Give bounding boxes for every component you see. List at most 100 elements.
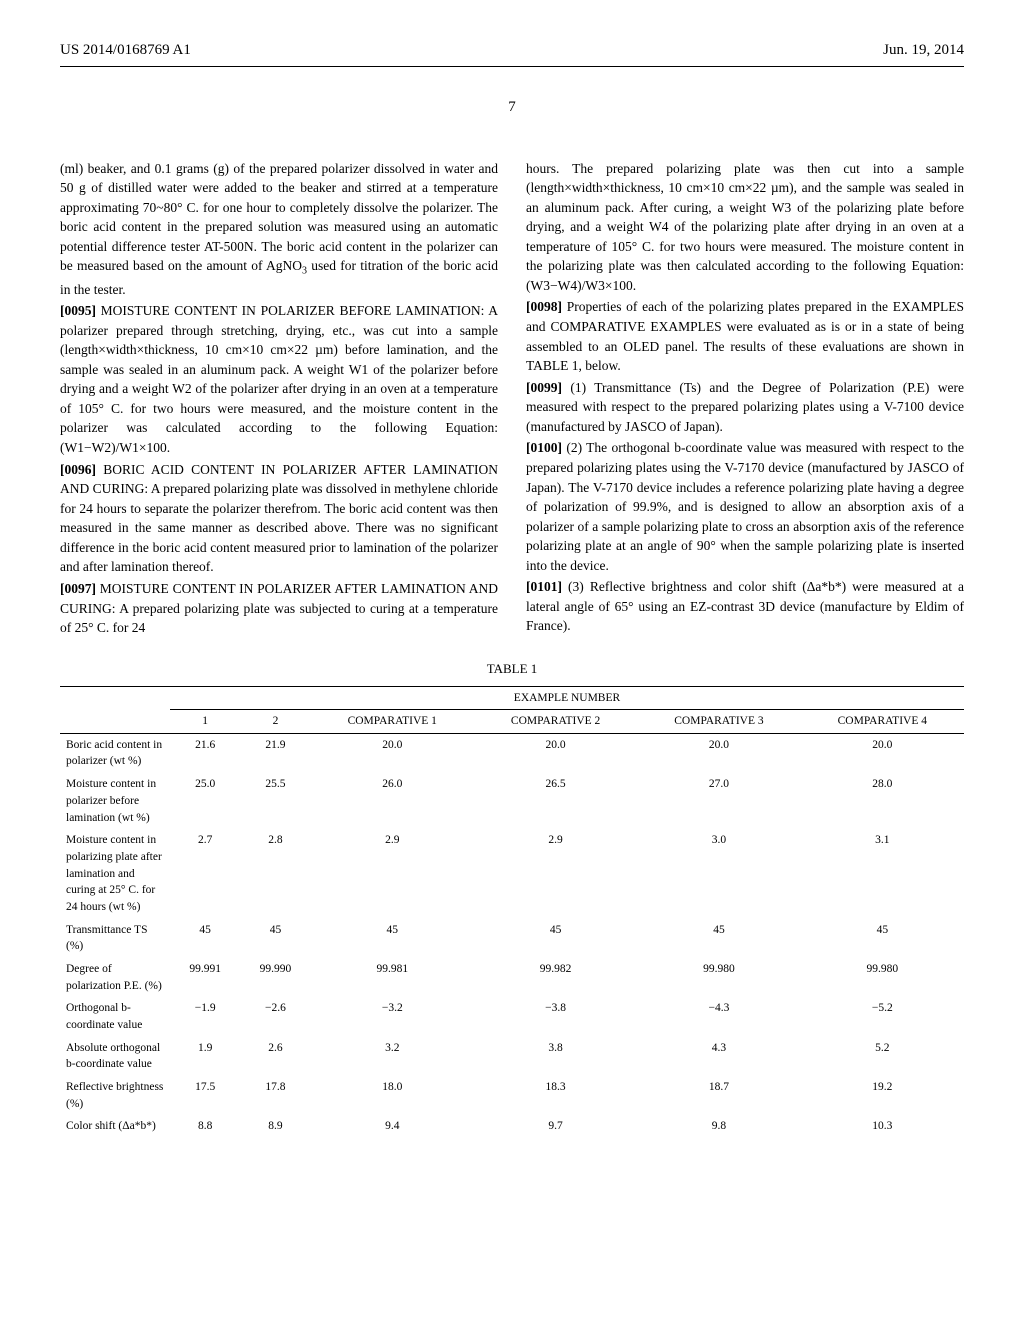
table-cell: −5.2 — [801, 997, 964, 1036]
table-cell: −1.9 — [170, 997, 240, 1036]
table-cell: −4.3 — [637, 997, 800, 1036]
table-cell: 3.8 — [474, 1037, 637, 1076]
paragraph-text: MOISTURE CONTENT IN POLARIZER BEFORE LAM… — [60, 303, 498, 455]
table-cell: 18.7 — [637, 1076, 800, 1115]
paragraph-number: [0099] — [526, 380, 562, 395]
table-row: Moisture content in polarizing plate aft… — [60, 829, 964, 918]
table-cell: 45 — [170, 919, 240, 958]
table-cell: 45 — [801, 919, 964, 958]
table-cell: 17.5 — [170, 1076, 240, 1115]
paragraph-number: [0100] — [526, 440, 562, 455]
table-cell: 1.9 — [170, 1037, 240, 1076]
table-cell: 2.6 — [240, 1037, 310, 1076]
table-cell: 99.980 — [637, 958, 800, 997]
table-cell: 45 — [240, 919, 310, 958]
paragraph-text: Properties of each of the polarizing pla… — [526, 299, 964, 373]
table-cell: 99.981 — [311, 958, 474, 997]
page-header: US 2014/0168769 A1 Jun. 19, 2014 — [60, 40, 964, 67]
paragraph-number: [0095] — [60, 303, 96, 318]
publication-number: US 2014/0168769 A1 — [60, 40, 191, 62]
row-label: Degree of polarization P.E. (%) — [60, 958, 170, 997]
paragraph: [0099] (1) Transmittance (Ts) and the De… — [526, 378, 964, 437]
table-cell: 21.9 — [240, 733, 310, 773]
table-cell: 5.2 — [801, 1037, 964, 1076]
table-cell: 99.990 — [240, 958, 310, 997]
row-label: Orthogonal b-coordinate value — [60, 997, 170, 1036]
table-cell: 26.0 — [311, 773, 474, 829]
paragraph: [0095] MOISTURE CONTENT IN POLARIZER BEF… — [60, 301, 498, 458]
right-column: hours. The prepared polarizing plate was… — [526, 159, 964, 640]
col-header: COMPARATIVE 2 — [474, 710, 637, 734]
table-cell: −3.8 — [474, 997, 637, 1036]
table-caption: TABLE 1 — [60, 660, 964, 679]
paragraph-text: hours. The prepared polarizing plate was… — [526, 161, 964, 293]
table-cell: 45 — [311, 919, 474, 958]
table-row: Color shift (Δa*b*)8.88.99.49.79.810.3 — [60, 1115, 964, 1138]
col-header: 2 — [240, 710, 310, 734]
table-cell: 9.7 — [474, 1115, 637, 1138]
table-cell: 4.3 — [637, 1037, 800, 1076]
row-label: Absolute orthogonal b-coordinate value — [60, 1037, 170, 1076]
body-columns: (ml) beaker, and 0.1 grams (g) of the pr… — [60, 159, 964, 640]
table-row: Orthogonal b-coordinate value−1.9−2.6 −3.… — [60, 997, 964, 1036]
table-cell: 10.3 — [801, 1115, 964, 1138]
row-label: Reflective brightness (%) — [60, 1076, 170, 1115]
table-row: Boric acid content in polarizer (wt %)21… — [60, 733, 964, 773]
table-cell: 2.9 — [311, 829, 474, 918]
table-cell: 2.8 — [240, 829, 310, 918]
table-cell: 99.980 — [801, 958, 964, 997]
paragraph-text: BORIC ACID CONTENT IN POLARIZER AFTER LA… — [60, 462, 498, 575]
paragraph-number: [0098] — [526, 299, 562, 314]
paragraph-text: (3) Reflective brightness and color shif… — [526, 579, 964, 633]
paragraph-number: [0101] — [526, 579, 562, 594]
col-header: COMPARATIVE 1 — [311, 710, 474, 734]
table-row: Transmittance TS (%)454545454545 — [60, 919, 964, 958]
table-cell: −2.6 — [240, 997, 310, 1036]
table-cell: 99.991 — [170, 958, 240, 997]
row-label: Moisture content in polarizing plate aft… — [60, 829, 170, 918]
table-cell: 27.0 — [637, 773, 800, 829]
table-cell: 9.8 — [637, 1115, 800, 1138]
left-column: (ml) beaker, and 0.1 grams (g) of the pr… — [60, 159, 498, 640]
table-header-row: 1 2 COMPARATIVE 1 COMPARATIVE 2 COMPARAT… — [60, 710, 964, 734]
row-label: Transmittance TS (%) — [60, 919, 170, 958]
table-cell: 45 — [637, 919, 800, 958]
table-cell: 45 — [474, 919, 637, 958]
row-label: Color shift (Δa*b*) — [60, 1115, 170, 1138]
paragraph-text: (ml) beaker, and 0.1 grams (g) of the pr… — [60, 161, 498, 274]
row-label: Boric acid content in polarizer (wt %) — [60, 733, 170, 773]
table-cell: 8.9 — [240, 1115, 310, 1138]
paragraph-number: [0096] — [60, 462, 96, 477]
table-cell: 20.0 — [474, 733, 637, 773]
table-spanner-row: EXAMPLE NUMBER — [60, 687, 964, 710]
paragraph: hours. The prepared polarizing plate was… — [526, 159, 964, 296]
table-cell: 21.6 — [170, 733, 240, 773]
table-cell: 20.0 — [801, 733, 964, 773]
paragraph: [0096] BORIC ACID CONTENT IN POLARIZER A… — [60, 460, 498, 577]
table-cell: 20.0 — [637, 733, 800, 773]
table-cell: 17.8 — [240, 1076, 310, 1115]
paragraph: [0097] MOISTURE CONTENT IN POLARIZER AFT… — [60, 579, 498, 638]
paragraph: [0100] (2) The orthogonal b-coordinate v… — [526, 438, 964, 575]
table-cell: 18.0 — [311, 1076, 474, 1115]
table-cell: 26.5 — [474, 773, 637, 829]
paragraph: [0101] (3) Reflective brightness and col… — [526, 577, 964, 636]
paragraph: (ml) beaker, and 0.1 grams (g) of the pr… — [60, 159, 498, 300]
table-cell: 99.982 — [474, 958, 637, 997]
table-cell: 3.2 — [311, 1037, 474, 1076]
table-cell: 25.0 — [170, 773, 240, 829]
table-cell: 20.0 — [311, 733, 474, 773]
table-cell: 18.3 — [474, 1076, 637, 1115]
table-cell: 3.0 — [637, 829, 800, 918]
table-cell: 8.8 — [170, 1115, 240, 1138]
col-header: COMPARATIVE 4 — [801, 710, 964, 734]
row-label: Moisture content in polarizer before lam… — [60, 773, 170, 829]
table-cell: 19.2 — [801, 1076, 964, 1115]
table-cell: 9.4 — [311, 1115, 474, 1138]
table-cell: 3.1 — [801, 829, 964, 918]
table-row: Reflective brightness (%)17.517.818.018.… — [60, 1076, 964, 1115]
paragraph-text: (1) Transmittance (Ts) and the Degree of… — [526, 380, 964, 434]
page-number: 7 — [60, 97, 964, 119]
paragraph-text: MOISTURE CONTENT IN POLARIZER AFTER LAMI… — [60, 581, 498, 635]
paragraph: [0098] Properties of each of the polariz… — [526, 297, 964, 375]
